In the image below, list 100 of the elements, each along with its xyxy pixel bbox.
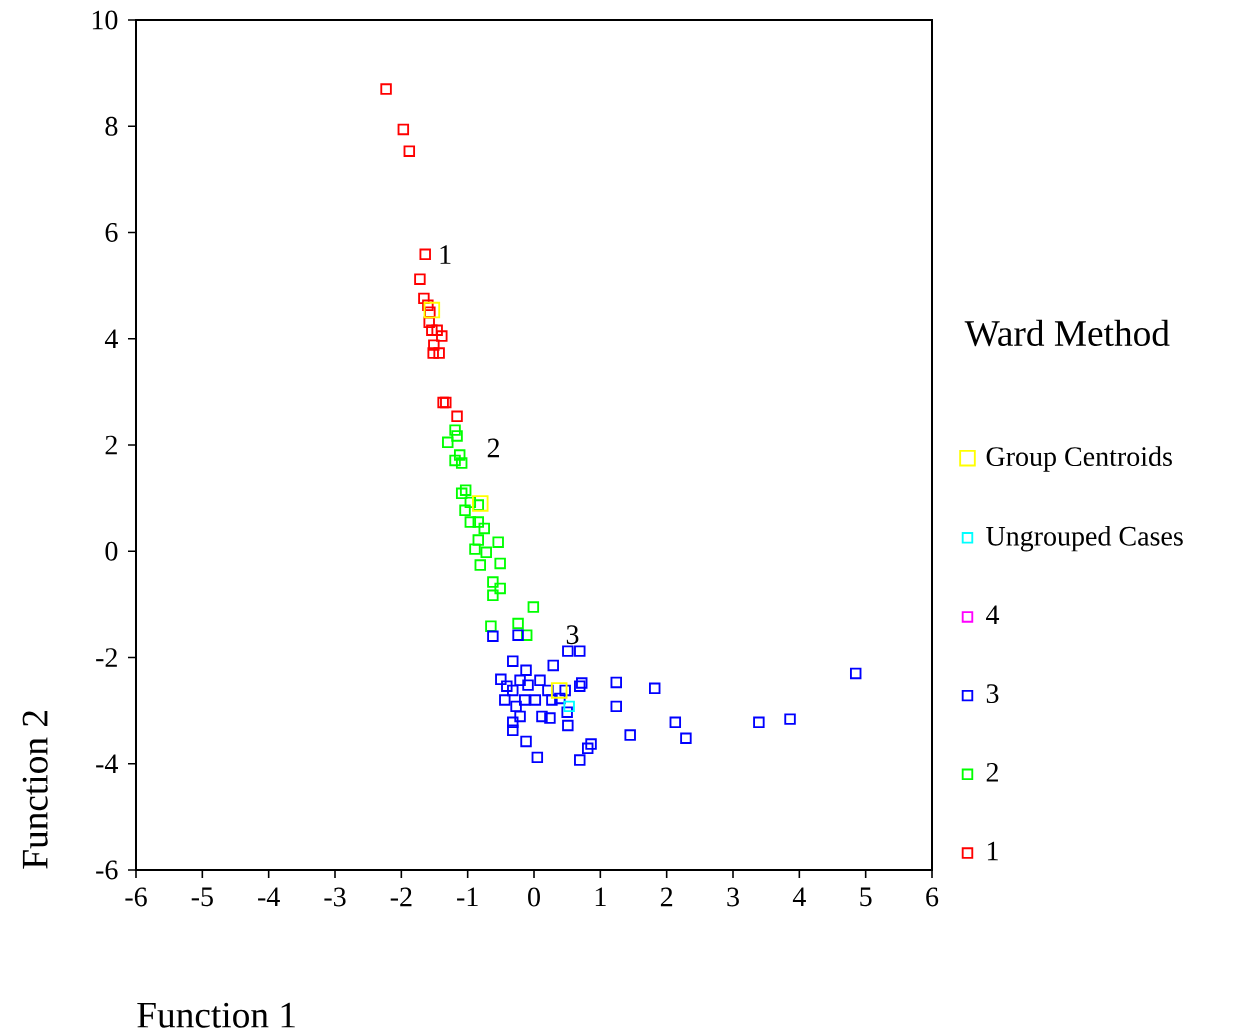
point bbox=[529, 694, 542, 706]
point bbox=[784, 713, 796, 725]
point bbox=[510, 700, 522, 713]
legend-label: 2 bbox=[986, 762, 998, 782]
point bbox=[514, 674, 526, 687]
point bbox=[527, 601, 540, 613]
point bbox=[403, 145, 416, 157]
point bbox=[518, 694, 531, 706]
annotation: 1 bbox=[440, 245, 451, 264]
point bbox=[562, 719, 574, 732]
point bbox=[427, 347, 439, 359]
point bbox=[546, 694, 558, 706]
annotation: 3 bbox=[566, 625, 579, 645]
x-tick-label: 6 bbox=[926, 887, 939, 907]
point bbox=[459, 484, 472, 496]
x-tick-label: 2 bbox=[660, 887, 673, 907]
y-tick-label: 0 bbox=[105, 541, 118, 561]
point bbox=[464, 496, 477, 509]
point bbox=[480, 546, 492, 559]
point bbox=[397, 123, 410, 136]
point bbox=[512, 629, 524, 641]
point bbox=[474, 559, 487, 571]
point bbox=[414, 273, 426, 285]
point bbox=[442, 436, 454, 449]
point bbox=[520, 664, 532, 676]
legend-label: Ungrouped Cases bbox=[986, 525, 1183, 552]
point bbox=[610, 700, 622, 713]
point bbox=[418, 292, 430, 305]
y-tick-label: -2 bbox=[96, 648, 117, 667]
point bbox=[423, 301, 441, 319]
point bbox=[499, 694, 511, 706]
point bbox=[494, 582, 506, 595]
point bbox=[574, 645, 586, 657]
y-tick-label: 4 bbox=[104, 329, 118, 348]
point bbox=[492, 536, 504, 548]
x-tick-label: 0 bbox=[528, 887, 540, 907]
point bbox=[453, 449, 466, 461]
point bbox=[472, 534, 485, 546]
point bbox=[581, 742, 594, 755]
y-tick-label: -4 bbox=[96, 754, 118, 773]
point bbox=[495, 673, 507, 686]
x-tick-label: -6 bbox=[125, 887, 147, 907]
y-tick-label: 2 bbox=[105, 435, 117, 455]
x-tick-label: 3 bbox=[727, 887, 739, 907]
x-tick-label: -1 bbox=[457, 887, 478, 907]
y-tick-label: 6 bbox=[105, 223, 118, 242]
point bbox=[624, 729, 636, 741]
y-tick-label: 8 bbox=[105, 116, 118, 136]
point bbox=[472, 516, 485, 528]
point bbox=[380, 83, 392, 95]
point bbox=[428, 339, 440, 351]
legend-title: Ward Method bbox=[964, 319, 1170, 347]
point bbox=[520, 735, 532, 748]
x-tick-label: 4 bbox=[792, 887, 806, 907]
point bbox=[542, 684, 554, 697]
x-tick-label: -3 bbox=[324, 887, 346, 907]
point bbox=[487, 630, 499, 642]
point bbox=[507, 724, 519, 737]
point bbox=[562, 645, 574, 657]
point bbox=[449, 454, 461, 467]
point bbox=[464, 516, 477, 528]
point bbox=[436, 330, 448, 342]
legend-label: 3 bbox=[986, 684, 999, 704]
point bbox=[669, 716, 682, 729]
point bbox=[431, 324, 443, 336]
point bbox=[520, 629, 533, 641]
point bbox=[544, 712, 556, 724]
point bbox=[534, 674, 546, 687]
point bbox=[485, 620, 497, 632]
point bbox=[561, 706, 573, 718]
point bbox=[522, 679, 534, 691]
point bbox=[459, 504, 471, 517]
point bbox=[610, 676, 622, 689]
point bbox=[487, 589, 499, 602]
point bbox=[451, 430, 463, 442]
legend-label: 1 bbox=[987, 841, 998, 861]
x-tick-label: 5 bbox=[860, 887, 872, 907]
y-tick-label: -6 bbox=[96, 860, 118, 880]
point bbox=[472, 499, 485, 511]
point bbox=[487, 576, 499, 588]
point bbox=[507, 655, 519, 667]
point bbox=[501, 680, 513, 692]
point bbox=[753, 716, 765, 729]
point bbox=[554, 692, 566, 705]
point bbox=[455, 457, 468, 469]
point bbox=[507, 716, 519, 729]
y-tick-label: 10 bbox=[92, 10, 118, 30]
point bbox=[422, 299, 434, 312]
point bbox=[455, 487, 468, 500]
point bbox=[648, 682, 661, 695]
annotation: 2 bbox=[487, 438, 499, 458]
point bbox=[433, 347, 445, 359]
legend-label: Group Centroids bbox=[986, 446, 1172, 472]
point bbox=[472, 495, 489, 512]
point bbox=[585, 738, 597, 750]
point bbox=[426, 324, 438, 336]
point bbox=[536, 710, 548, 723]
point bbox=[507, 684, 519, 697]
point bbox=[423, 316, 435, 329]
point bbox=[531, 751, 544, 764]
